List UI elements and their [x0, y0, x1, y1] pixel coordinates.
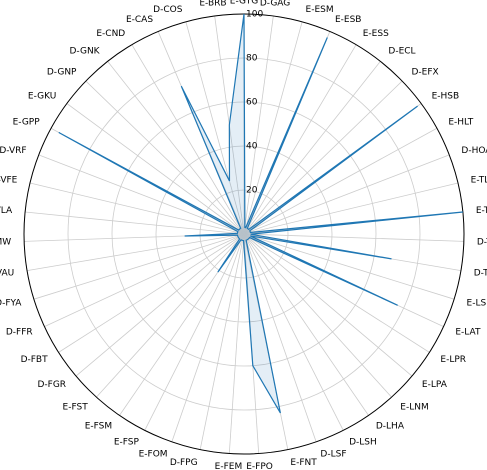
category-label: D-FFR — [6, 328, 33, 338]
spoke — [243, 233, 317, 442]
category-label: E-FEM — [215, 462, 243, 470]
r-tick-label: 20 — [246, 186, 258, 196]
spoke — [243, 233, 464, 242]
spoke — [58, 233, 245, 353]
category-label: E-VMW — [0, 237, 11, 247]
category-label: D-EFX — [411, 68, 438, 78]
category-label: E-FST — [63, 402, 89, 412]
spoke — [243, 233, 392, 398]
category-label: E-CND — [96, 29, 125, 39]
category-label: E-LPA — [422, 380, 448, 390]
category-label: D-GNK — [69, 47, 100, 57]
spoke — [33, 233, 245, 300]
r-tick-label: 80 — [246, 54, 258, 64]
spoke — [243, 233, 430, 353]
category-label: D-GAG — [260, 0, 290, 9]
category-label: D-LHA — [376, 422, 405, 432]
spoke — [243, 233, 344, 431]
category-label: E-TUP — [476, 206, 487, 216]
category-label: E-LSB — [467, 299, 487, 309]
spoke — [243, 154, 450, 235]
category-label: E-FSM — [85, 422, 112, 432]
category-label: E-GTG — [230, 0, 258, 7]
spoke — [96, 233, 245, 398]
category-label: E-HSB — [432, 91, 460, 101]
spoke — [75, 233, 245, 377]
spoke — [243, 44, 357, 235]
spoke — [26, 233, 245, 271]
category-label: D-LSH — [349, 437, 377, 447]
spoke — [25, 211, 245, 235]
spoke — [243, 80, 403, 235]
category-label: D-COS — [153, 5, 183, 15]
category-label: D-VRF — [0, 146, 27, 156]
category-label: D-FPG — [170, 458, 198, 468]
category-label: E-LAT — [455, 328, 481, 338]
spoke — [107, 61, 245, 235]
spoke — [38, 154, 245, 235]
spoke — [243, 21, 303, 235]
spoke — [243, 61, 381, 235]
category-label: D-TTA — [474, 268, 487, 278]
category-label: E-FSP — [114, 437, 140, 447]
spoke — [85, 80, 245, 235]
category-label: E-HLT — [448, 118, 473, 128]
category-label: E-ESB — [335, 15, 362, 25]
category-label: E-CAS — [126, 15, 153, 25]
spoke — [199, 233, 245, 450]
category-label: E-VAU — [0, 268, 14, 278]
spoke — [66, 103, 245, 235]
spoke — [228, 233, 245, 454]
category-label: E-BRB — [199, 0, 226, 9]
r-tick-label: 100 — [246, 10, 263, 20]
r-tick-label: 60 — [246, 98, 258, 108]
category-label: D-FBT — [21, 355, 49, 365]
category-label: E-ESM — [306, 5, 334, 15]
spoke — [243, 233, 369, 416]
category-label: E-VLA — [0, 206, 13, 216]
category-label: E-TLF — [471, 175, 487, 185]
category-label: E-GKU — [28, 91, 57, 101]
category-label: D-FYA — [0, 299, 22, 309]
category-label: E-FNT — [290, 458, 317, 468]
category-label: D-GNP — [47, 68, 77, 78]
category-label: D-TSL — [477, 237, 487, 247]
category-label: E-FPO — [246, 462, 273, 470]
spoke — [243, 233, 455, 300]
spoke — [144, 233, 245, 431]
spoke — [185, 21, 245, 235]
category-label: D-FGR — [37, 380, 66, 390]
spoke — [243, 182, 459, 235]
radar-area — [58, 13, 463, 414]
category-label: E-LNM — [400, 402, 428, 412]
spoke — [243, 15, 274, 235]
category-label: E-FOM — [139, 450, 168, 460]
spoke — [44, 233, 245, 327]
spoke — [171, 233, 245, 442]
spoke — [243, 233, 413, 377]
spoke — [243, 127, 438, 235]
r-tick-label: 40 — [246, 142, 258, 152]
category-label: E-GPP — [13, 118, 41, 128]
category-label: D-ECL — [388, 47, 415, 57]
category-label: E-ESS — [363, 29, 389, 39]
category-label: E-LPR — [440, 355, 466, 365]
category-label: D-VFE — [0, 175, 18, 185]
spoke — [29, 182, 245, 235]
category-label: D-HOA — [461, 146, 487, 156]
category-label: D-LSF — [320, 450, 346, 460]
spoke — [131, 44, 245, 235]
